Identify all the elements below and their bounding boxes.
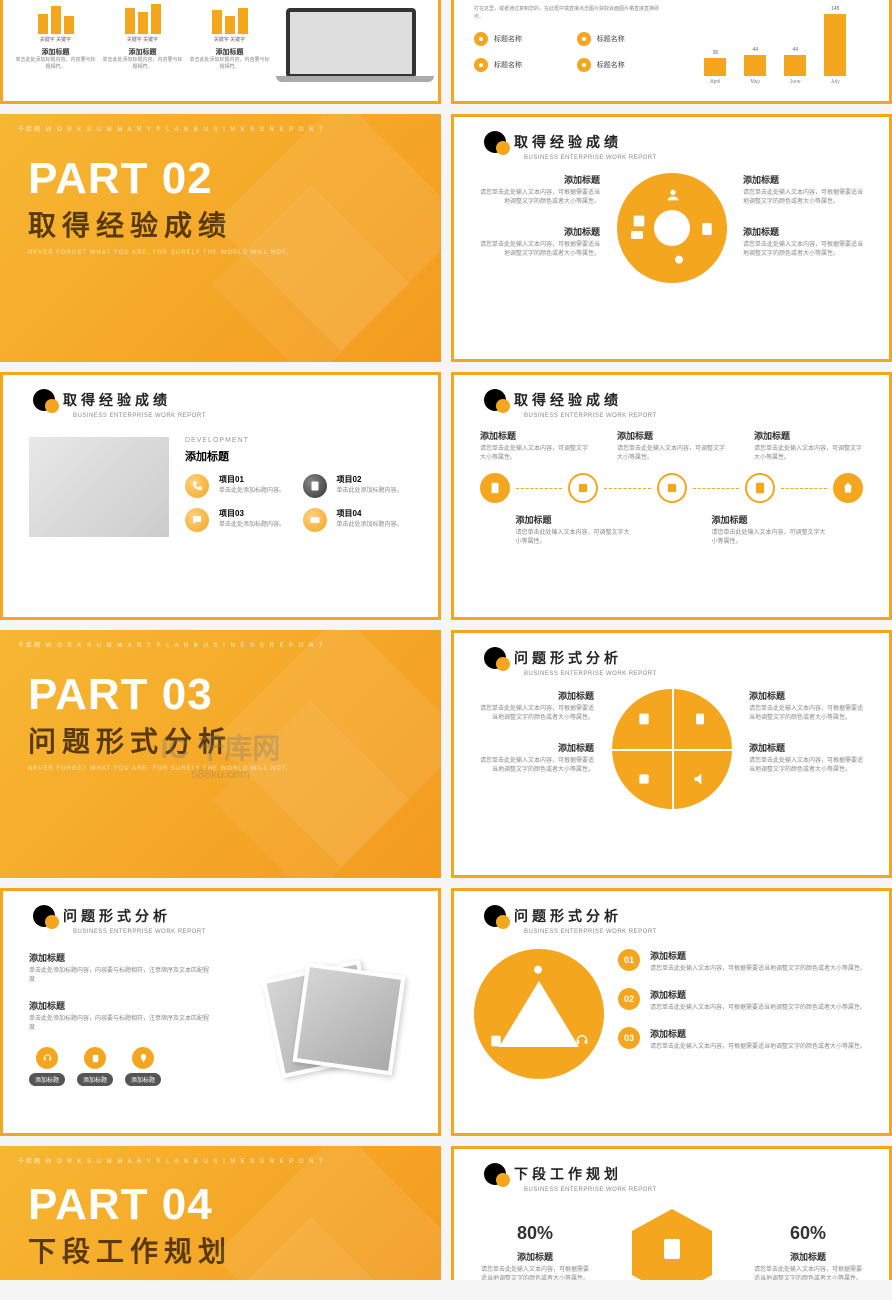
bulb-icon [671, 253, 687, 269]
bullet-icon [474, 32, 488, 46]
header-icon [484, 131, 506, 153]
badge-icon [84, 1047, 106, 1069]
list-icon [636, 771, 652, 787]
s1-col: 关键字 关键字 添加标题 单击此处添加标题内容，内容要与标题相符。 [189, 4, 270, 82]
headset-icon [36, 1047, 58, 1069]
icon-pill: 添加标题 [77, 1047, 113, 1086]
slide-dev: 取得经验成绩 BUSINESS ENTERPRISE WORK REPORT D… [0, 372, 441, 620]
numbered-item: 01添加标题请您单击此处输入文本内容，可根据需要适当地调整文字的颜色或者大小等属… [618, 949, 869, 974]
s1-col: 关键字 关键字 添加标题 单击此处添加标题内容，内容要与标题相符。 [15, 4, 96, 82]
card-icon [629, 227, 645, 243]
slide-aperture: 取得经验成绩 BUSINESS ENTERPRISE WORK REPORT 添… [451, 114, 892, 362]
slide-process: 取得经验成绩 BUSINESS ENTERPRISE WORK REPORT 添… [451, 372, 892, 620]
header-icon [33, 389, 55, 411]
aperture-graphic [617, 173, 727, 283]
header-icon [484, 1163, 506, 1185]
doc-icon [488, 1033, 504, 1049]
bullet-icon [577, 58, 591, 72]
numbered-item: 02添加标题请您单击此处输入文本内容，可根据需要适当地调整文字的颜色或者大小等属… [618, 988, 869, 1013]
icon-pill: 添加标题 [125, 1047, 161, 1086]
hexagon-graphic [622, 1203, 722, 1280]
note-icon [657, 473, 687, 503]
slide-triangle: 问题形式分析 BUSINESS ENTERPRISE WORK REPORT 0… [451, 888, 892, 1136]
label-item: 标题名称 [474, 58, 559, 72]
section-title: 取得经验成绩 [514, 132, 622, 152]
header-icon [33, 905, 55, 927]
phone-icon [185, 474, 209, 498]
part-03-divider: 千库网 W O R K S U M M A R Y P L A N B U S … [0, 630, 441, 878]
slide-1-bars: 关键字 关键字 添加标题 单击此处添加标题内容，内容要与标题相符。 关键字 关键… [0, 0, 441, 104]
slide-hexagon: 下段工作规划 BUSINESS ENTERPRISE WORK REPORT 8… [451, 1146, 892, 1280]
laptop-image [276, 4, 426, 82]
label-item: 标题名称 [577, 58, 662, 72]
header-icon [484, 389, 506, 411]
doc-icon [699, 221, 715, 237]
chat-icon [185, 508, 209, 532]
bulb-icon [530, 963, 546, 979]
photo-placeholder [29, 437, 169, 537]
person-icon [665, 187, 681, 203]
part-02-divider: 千库网 W O R K S U M M A R Y P L A N B U S … [0, 114, 441, 362]
header-icon [484, 905, 506, 927]
label-item: 标题名称 [577, 32, 662, 46]
slide-puzzle: 问题形式分析 BUSINESS ENTERPRISE WORK REPORT 添… [451, 630, 892, 878]
part-title: 取得经验成绩 [0, 204, 441, 244]
part-04-divider: 千库网 W O R K S U M M A R Y P L A N B U S … [0, 1146, 441, 1280]
trash-icon [833, 473, 863, 503]
calc-icon [745, 473, 775, 503]
card-icon [303, 508, 327, 532]
numbered-item: 03添加标题请您单击此处输入文本内容，可根据需要适当地调整文字的颜色或者大小等属… [618, 1027, 869, 1052]
part-subtitle: NEVER FORGET WHAT YOU ARE, FOR SURELY TH… [0, 244, 441, 256]
icon-pill: 添加标题 [29, 1047, 65, 1086]
doc-icon [303, 474, 327, 498]
s1-col: 关键字 关键字 添加标题 单击此处添加标题内容，内容要与标题相符。 [102, 4, 183, 82]
bar-chart: 38April 44May 44June 145July [682, 6, 870, 85]
circle-triangle-graphic [474, 949, 604, 1079]
doc-icon [636, 711, 652, 727]
photo-2 [293, 962, 406, 1075]
slide-photos: 问题形式分析 BUSINESS ENTERPRISE WORK REPORT 添… [0, 888, 441, 1136]
badge-icon [692, 711, 708, 727]
header-icon [484, 647, 506, 669]
pin-icon [132, 1047, 154, 1069]
slide-2-chart: 打在这里，或者通过复制您的，在此框中填直接点击图片获取会面图片格直接直换即可。 … [451, 0, 892, 104]
list-icon [631, 213, 647, 229]
bullet-icon [577, 32, 591, 46]
bullet-icon [474, 58, 488, 72]
list-icon [568, 473, 598, 503]
label-item: 标题名称 [474, 32, 559, 46]
speaker-icon [692, 771, 708, 787]
puzzle-graphic [612, 689, 732, 809]
top-nav: 千库网 W O R K S U M M A R Y P L A N B U S … [18, 124, 325, 133]
headset-icon [574, 1033, 590, 1049]
clipboard-icon [480, 473, 510, 503]
